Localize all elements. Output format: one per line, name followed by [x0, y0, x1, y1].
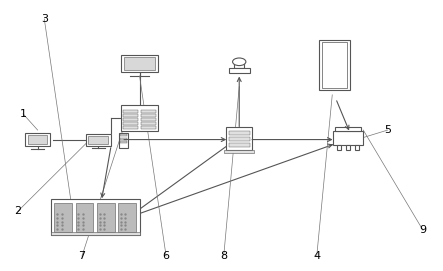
Bar: [120, 134, 127, 136]
Bar: [226, 127, 252, 150]
Bar: [234, 61, 244, 68]
Bar: [229, 137, 250, 141]
Bar: [28, 135, 47, 144]
Bar: [335, 127, 361, 131]
Bar: [229, 68, 250, 73]
Bar: [120, 138, 127, 140]
Bar: [120, 141, 127, 143]
Ellipse shape: [233, 58, 246, 66]
Bar: [120, 105, 159, 131]
Bar: [120, 55, 159, 72]
Bar: [337, 145, 341, 150]
Bar: [123, 122, 138, 125]
Bar: [97, 203, 115, 232]
Text: 8: 8: [220, 251, 227, 261]
Text: 6: 6: [163, 251, 170, 261]
Bar: [354, 145, 359, 150]
Text: 1: 1: [19, 109, 27, 119]
Bar: [141, 126, 156, 129]
Bar: [224, 150, 254, 153]
Bar: [123, 126, 138, 129]
Bar: [322, 42, 347, 88]
Text: 9: 9: [420, 225, 427, 235]
Bar: [88, 136, 108, 144]
Bar: [124, 57, 155, 70]
Bar: [141, 122, 156, 125]
Bar: [123, 118, 138, 121]
Text: 3: 3: [41, 14, 48, 24]
Text: 7: 7: [78, 251, 85, 261]
Bar: [51, 198, 140, 235]
Bar: [229, 143, 250, 147]
Bar: [76, 203, 93, 232]
Bar: [141, 118, 156, 121]
Bar: [123, 114, 138, 117]
Text: 4: 4: [313, 251, 320, 261]
Bar: [25, 133, 50, 146]
Text: 2: 2: [14, 207, 21, 216]
Text: 5: 5: [384, 125, 391, 135]
Bar: [229, 131, 250, 135]
Bar: [51, 232, 140, 235]
Bar: [141, 114, 156, 117]
Bar: [54, 203, 72, 232]
Bar: [141, 111, 156, 114]
Bar: [333, 131, 363, 145]
Bar: [118, 203, 136, 232]
Bar: [123, 111, 138, 114]
Bar: [119, 134, 128, 149]
Bar: [319, 40, 350, 90]
Bar: [346, 145, 350, 150]
Bar: [86, 134, 110, 146]
